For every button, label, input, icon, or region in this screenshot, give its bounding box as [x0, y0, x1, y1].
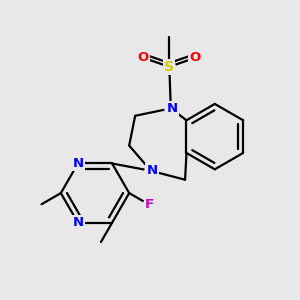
Text: N: N: [72, 216, 83, 229]
Text: O: O: [190, 51, 201, 64]
Text: S: S: [164, 60, 174, 74]
Circle shape: [72, 158, 84, 169]
Text: N: N: [146, 164, 158, 177]
Circle shape: [72, 217, 84, 229]
Text: O: O: [138, 51, 149, 64]
Circle shape: [145, 165, 157, 177]
Circle shape: [189, 52, 201, 64]
Circle shape: [164, 61, 175, 73]
Circle shape: [165, 102, 177, 114]
Circle shape: [137, 52, 149, 64]
Text: N: N: [167, 102, 178, 115]
Text: N: N: [72, 157, 83, 170]
Text: F: F: [145, 199, 154, 212]
Circle shape: [143, 198, 156, 212]
